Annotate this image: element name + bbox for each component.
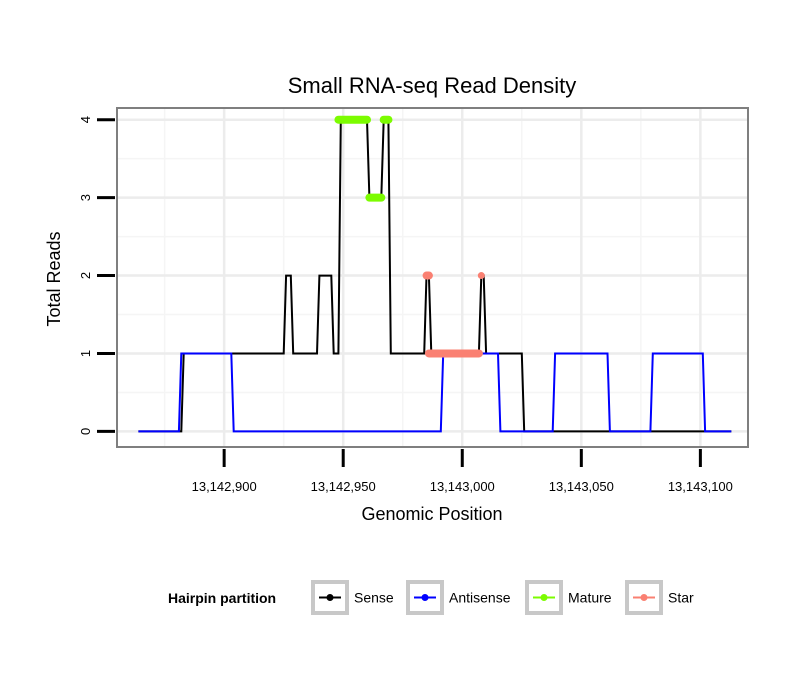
y-axis: 0 1 2 3 4 xyxy=(78,116,115,435)
legend-key-point xyxy=(421,594,429,601)
legend-key-point xyxy=(640,594,648,601)
legend: Hairpin partition Sense Antisense Mature St… xyxy=(168,580,694,615)
x-tick-label: 13,143,000 xyxy=(430,479,495,494)
legend-key-antisense xyxy=(406,580,444,615)
legend-item-antisense: Antisense xyxy=(406,580,511,615)
series-layer xyxy=(138,115,732,433)
legend-label-star: Star xyxy=(668,590,694,606)
legend-item-sense: Sense xyxy=(311,580,394,615)
x-tick-label: 13,142,900 xyxy=(192,479,257,494)
series-antisense xyxy=(138,352,732,433)
series-point-star xyxy=(477,272,485,280)
x-axis-label: Genomic Position xyxy=(361,504,502,524)
y-tick-label: 0 xyxy=(78,428,93,435)
x-tick-label: 13,143,100 xyxy=(668,479,733,494)
legend-key-point xyxy=(326,594,334,601)
x-tick-label: 13,143,050 xyxy=(549,479,614,494)
x-axis: 13,142,900 13,142,950 13,143,000 13,143,050… xyxy=(192,449,733,494)
legend-key-point xyxy=(540,594,548,601)
chart-title: Small RNA-seq Read Density xyxy=(288,73,577,98)
y-axis-label: Total Reads xyxy=(44,231,64,326)
plot-panel xyxy=(117,108,748,447)
plot-border xyxy=(116,107,749,448)
series-star xyxy=(422,271,485,358)
y-tick-label: 2 xyxy=(78,272,93,279)
legend-label-sense: Sense xyxy=(354,590,394,606)
y-tick-label: 3 xyxy=(78,194,93,201)
series-line-antisense xyxy=(138,352,732,433)
legend-item-star: Star xyxy=(625,580,694,615)
x-tick-label: 13,142,950 xyxy=(311,479,376,494)
legend-title: Hairpin partition xyxy=(168,590,276,606)
legend-label-antisense: Antisense xyxy=(449,590,511,606)
series-mature xyxy=(334,115,393,202)
legend-label-mature: Mature xyxy=(568,590,612,606)
y-tick-label: 4 xyxy=(78,116,93,123)
legend-item-mature: Mature xyxy=(525,580,612,615)
y-tick-label: 1 xyxy=(78,350,93,357)
